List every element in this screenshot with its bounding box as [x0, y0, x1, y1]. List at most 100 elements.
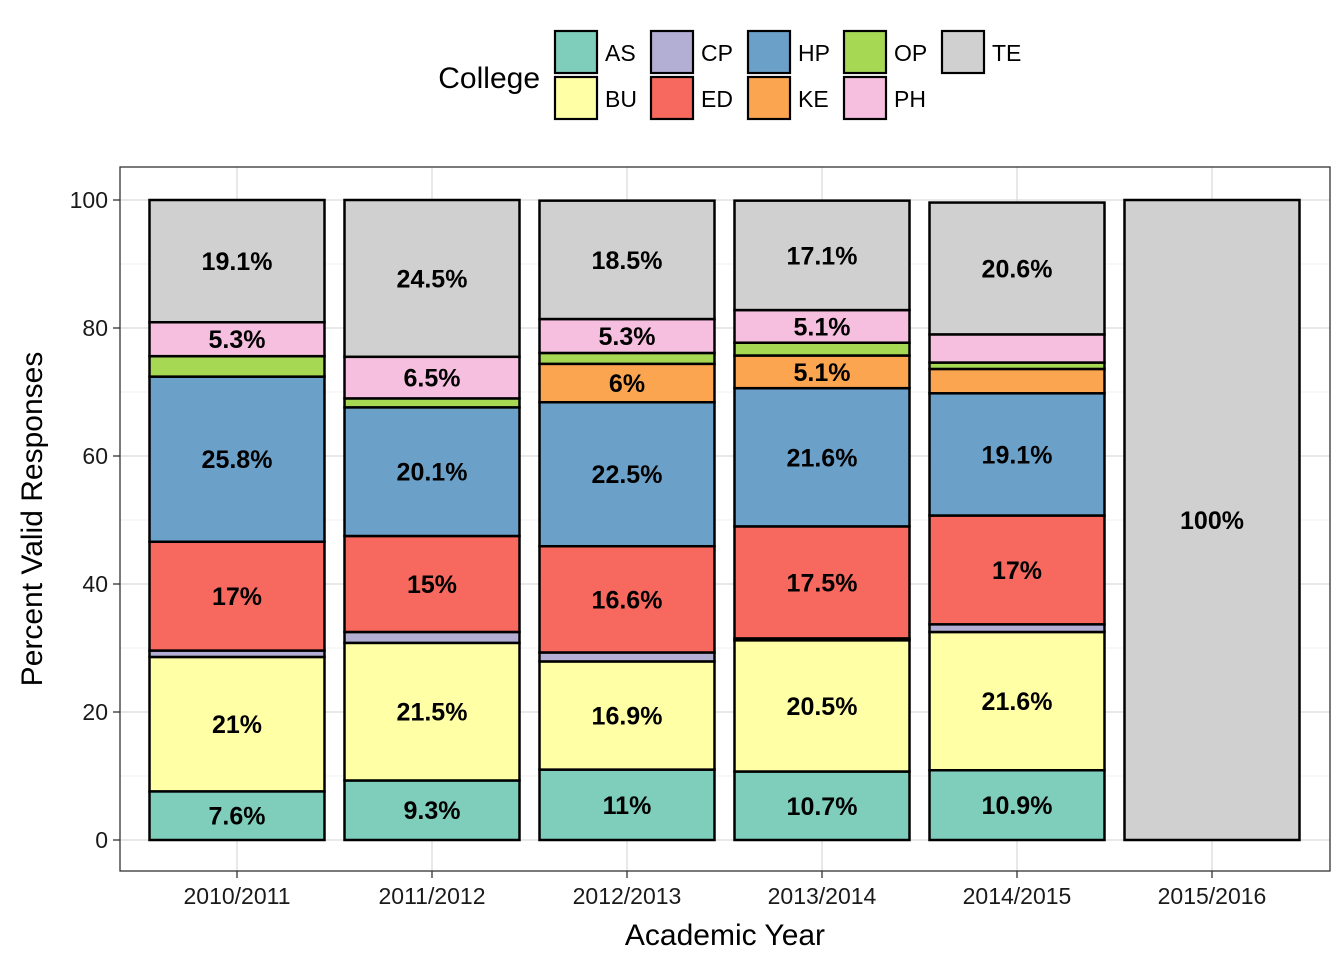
bar-segment-ed: [538, 544, 716, 654]
y-tick-label: 100: [70, 187, 108, 213]
x-tick-label: 2011/2012: [378, 883, 485, 909]
bar-segment-te: [928, 201, 1106, 336]
y-tick-label: 0: [95, 827, 108, 853]
bars: [148, 198, 1301, 842]
bar-segment-op: [343, 397, 521, 409]
x-tick-label: 2010/2011: [183, 883, 290, 909]
bar-data-label: 10.9%: [982, 792, 1053, 820]
x-tick-label: 2012/2013: [573, 883, 682, 909]
legend-key-te: [940, 29, 986, 75]
bar-data-label: 5.1%: [794, 313, 851, 341]
bar-segment-bu: [343, 641, 521, 782]
bar-segment-cp: [538, 651, 716, 663]
bar-data-label: 24.5%: [397, 265, 468, 293]
bar-segment-ed: [733, 525, 911, 640]
bar-segment-hp: [928, 392, 1106, 517]
plot-border: [119, 166, 1331, 872]
legend-label-as: AS: [605, 40, 636, 66]
bar-data-label: 5.1%: [794, 359, 851, 387]
bar-segment-hp: [733, 386, 911, 528]
bar-data-label: 19.1%: [982, 441, 1053, 469]
legend-key-ph: [842, 75, 888, 121]
bar-segment-te: [538, 199, 716, 321]
bar-segment-op: [538, 351, 716, 366]
bar-segment-cp: [343, 630, 521, 645]
bar-data-label: 20.6%: [982, 255, 1053, 283]
bar-segment-ph: [733, 308, 911, 344]
legend-label-te: TE: [992, 40, 1021, 66]
bar-data-label: 5.3%: [599, 323, 656, 351]
legend-label-ed: ED: [701, 86, 733, 112]
bar-data-label: 17%: [992, 557, 1042, 585]
legend-key-ed: [649, 75, 695, 121]
bar-data-label: 16.6%: [592, 586, 663, 614]
bar-segment-hp: [538, 400, 716, 548]
bar-data-label: 22.5%: [592, 461, 663, 489]
bar-data-label: 15%: [407, 571, 457, 599]
bar-segment-bu: [148, 655, 326, 793]
y-axis-title: Percent Valid Responses: [16, 352, 49, 687]
bar-segment-hp: [343, 406, 521, 538]
legend-key-cp: [649, 29, 695, 75]
legend-key-bu: [553, 75, 599, 121]
bar-data-label: 9.3%: [404, 797, 461, 825]
bar-data-label: 18.5%: [592, 247, 663, 275]
bar-segment-ke: [928, 367, 1106, 395]
bar-segment-ph: [928, 333, 1106, 364]
bar-data-label: 17.1%: [787, 242, 858, 270]
legend-label-ph: PH: [894, 86, 926, 112]
bar-segment-bu: [733, 639, 911, 773]
bar-data-label: 10.7%: [787, 793, 858, 821]
legend-key-ke: [746, 75, 792, 121]
bar-data-label: 21%: [212, 711, 262, 739]
bar-segment-op: [148, 354, 326, 378]
bar-segment-ke: [733, 354, 911, 390]
axes: 0 20 40 60 80 100 2010/2011 2011/2012 2012/2013 2…: [70, 166, 1331, 909]
bar-segment-op: [733, 341, 911, 357]
bar-data-label: 16.9%: [592, 703, 663, 731]
bar-data-label: 17.5%: [787, 569, 858, 597]
legend-key-hp: [746, 29, 792, 75]
bar-data-label: 6%: [609, 370, 645, 398]
y-tick-label: 80: [82, 315, 108, 341]
x-tick-label: 2013/2014: [768, 883, 877, 909]
bar-segment-te: [733, 199, 911, 312]
bar-segment-bu: [928, 630, 1106, 772]
bar-data-label: 20.1%: [397, 459, 468, 487]
legend-title: College: [438, 62, 540, 95]
legend-label-ke: KE: [798, 86, 829, 112]
legend-label-bu: BU: [605, 86, 637, 112]
bar-data-label: 21.6%: [982, 688, 1053, 716]
y-tick-label: 60: [82, 443, 108, 469]
legend-key-as: [553, 29, 599, 75]
bar-segment-ed: [928, 514, 1106, 626]
bar-data-label: 11%: [603, 792, 652, 820]
legend: College AS BU CP ED HP KE OP PH TE: [438, 29, 1021, 121]
bar-data-label: 17%: [212, 583, 262, 611]
y-tick-label: 40: [82, 571, 108, 597]
bar-data-label: 21.5%: [397, 699, 468, 727]
bar-segment-te: [148, 198, 326, 324]
bar-data-label: 6.5%: [404, 365, 461, 393]
bar-segment-te: [1123, 198, 1301, 842]
bar-segment-as: [343, 779, 521, 842]
bar-labels: 7.6% 21% 17% 25.8% 5.3% 19.1% 9.3% 21.5% 15% 20.1…: [202, 242, 1244, 830]
bar-segment-hp: [148, 375, 326, 544]
legend-label-op: OP: [894, 40, 927, 66]
bar-segment-as: [538, 768, 716, 842]
bar-data-label: 7.6%: [209, 803, 266, 831]
bar-data-label: 100%: [1180, 507, 1244, 535]
x-axis-title: Academic Year: [625, 919, 825, 952]
legend-label-cp: CP: [701, 40, 733, 66]
bar-data-label: 21.6%: [787, 444, 858, 472]
bar-data-label: 25.8%: [202, 446, 273, 474]
legend-label-hp: HP: [798, 40, 830, 66]
bar-data-label: 20.5%: [787, 693, 858, 721]
x-tick-label: 2015/2016: [1158, 883, 1267, 909]
y-tick-label: 20: [82, 699, 108, 725]
bar-segment-as: [148, 790, 326, 842]
bar-segment-bu: [538, 660, 716, 771]
bar-segment-te: [343, 198, 521, 359]
